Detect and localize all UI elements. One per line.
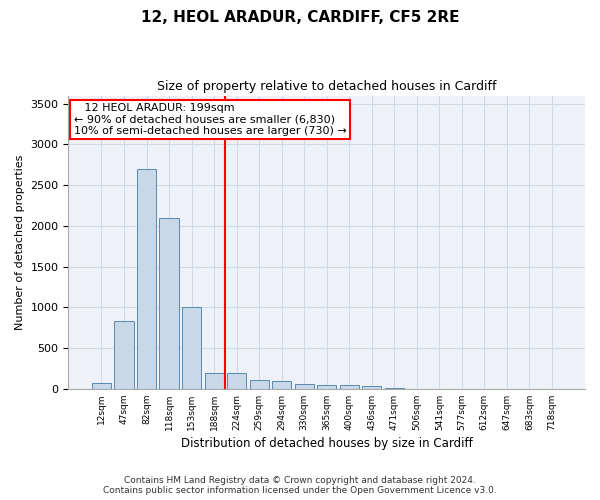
Bar (227, 374, 246, 389)
Y-axis label: Number of detached properties: Number of detached properties (15, 154, 25, 330)
X-axis label: Distribution of detached houses by size in Cardiff: Distribution of detached houses by size … (181, 437, 473, 450)
Bar (340, 384, 359, 389)
Bar (272, 380, 291, 389)
Text: Contains HM Land Registry data © Crown copyright and database right 2024.
Contai: Contains HM Land Registry data © Crown c… (103, 476, 497, 495)
Bar (205, 373, 224, 389)
Bar (115, 321, 134, 389)
Title: Size of property relative to detached houses in Cardiff: Size of property relative to detached ho… (157, 80, 496, 93)
Bar (250, 380, 269, 389)
Bar (182, 308, 201, 389)
Text: 12 HEOL ARADUR: 199sqm
← 90% of detached houses are smaller (6,830)
10% of semi-: 12 HEOL ARADUR: 199sqm ← 90% of detached… (74, 103, 346, 136)
Bar (137, 169, 156, 389)
Bar (385, 388, 404, 389)
Text: 12, HEOL ARADUR, CARDIFF, CF5 2RE: 12, HEOL ARADUR, CARDIFF, CF5 2RE (141, 10, 459, 25)
Bar (92, 383, 111, 389)
Bar (160, 218, 179, 389)
Bar (295, 384, 314, 389)
Bar (317, 385, 336, 389)
Bar (362, 386, 382, 389)
